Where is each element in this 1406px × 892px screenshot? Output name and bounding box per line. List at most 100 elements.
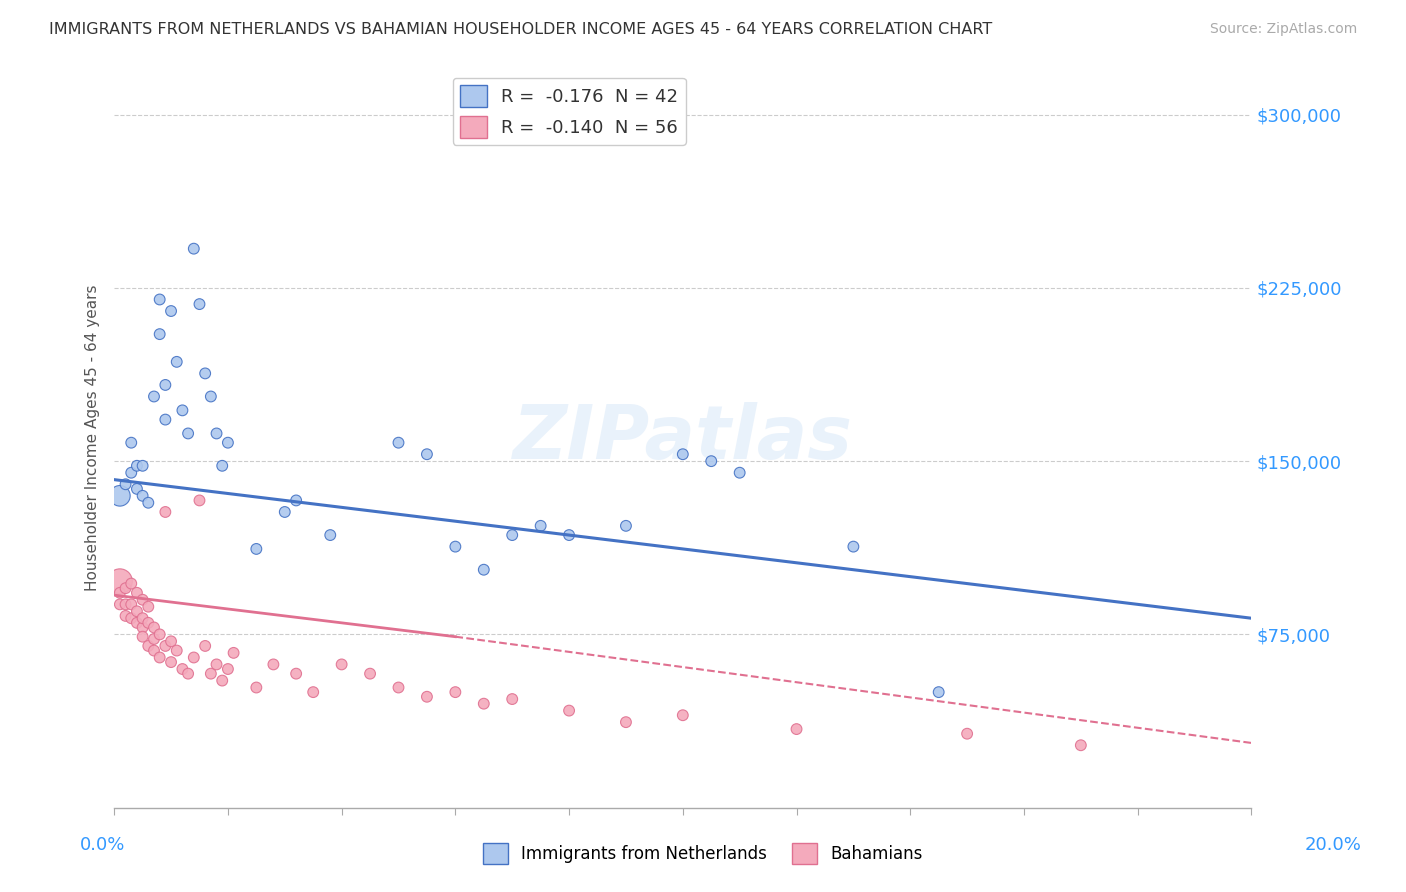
Point [211,458,233,473]
Point [217,435,239,450]
Point [211,673,233,688]
Point [143,632,166,646]
Point [125,615,148,630]
Point [359,666,381,681]
Point [928,685,950,699]
Text: ZIPatlas: ZIPatlas [513,401,853,475]
Point [125,604,148,618]
Point [177,666,200,681]
Point [472,563,495,577]
Point [131,620,153,634]
Point [131,630,153,644]
Legend: R =  -0.176  N = 42, R =  -0.140  N = 56: R = -0.176 N = 42, R = -0.140 N = 56 [453,78,686,145]
Point [131,611,153,625]
Text: 0.0%: 0.0% [80,836,125,854]
Point [136,496,159,510]
Point [114,598,136,612]
Point [444,540,467,554]
Point [155,505,177,519]
Point [614,715,637,730]
Legend: Immigrants from Netherlands, Bahamians: Immigrants from Netherlands, Bahamians [477,837,929,871]
Point [114,581,136,595]
Point [131,592,153,607]
Point [155,412,177,426]
Text: Source: ZipAtlas.com: Source: ZipAtlas.com [1209,22,1357,37]
Point [700,454,723,468]
Point [120,466,142,480]
Point [120,435,142,450]
Point [108,586,131,600]
Point [125,586,148,600]
Point [416,690,439,704]
Point [155,378,177,392]
Point [183,650,205,665]
Point [302,685,325,699]
Point [194,639,217,653]
Point [136,639,159,653]
Point [274,505,297,519]
Point [136,599,159,614]
Point [108,574,131,589]
Point [842,540,865,554]
Point [319,528,342,542]
Point [149,627,172,641]
Point [217,662,239,676]
Point [160,634,183,648]
Point [143,620,166,634]
Point [143,389,166,403]
Point [1070,738,1092,752]
Point [728,466,751,480]
Point [120,598,142,612]
Point [160,655,183,669]
Point [172,403,194,417]
Y-axis label: Householder Income Ages 45 - 64 years: Householder Income Ages 45 - 64 years [86,285,100,591]
Point [125,458,148,473]
Point [530,519,553,533]
Point [188,297,211,311]
Point [672,708,695,723]
Point [205,657,228,672]
Point [387,435,409,450]
Point [472,697,495,711]
Point [131,458,153,473]
Point [330,657,353,672]
Point [120,576,142,591]
Point [501,528,523,542]
Point [143,643,166,657]
Point [114,477,136,491]
Point [200,389,222,403]
Point [155,639,177,653]
Point [672,447,695,461]
Point [786,722,808,736]
Point [558,528,581,542]
Text: 20.0%: 20.0% [1305,836,1361,854]
Point [131,489,153,503]
Point [172,662,194,676]
Point [160,304,183,318]
Point [200,666,222,681]
Point [149,293,172,307]
Point [125,482,148,496]
Point [558,704,581,718]
Point [222,646,245,660]
Point [285,493,308,508]
Point [166,643,188,657]
Point [114,608,136,623]
Point [136,615,159,630]
Point [205,426,228,441]
Text: IMMIGRANTS FROM NETHERLANDS VS BAHAMIAN HOUSEHOLDER INCOME AGES 45 - 64 YEARS CO: IMMIGRANTS FROM NETHERLANDS VS BAHAMIAN … [49,22,993,37]
Point [149,327,172,342]
Point [285,666,308,681]
Point [108,598,131,612]
Point [262,657,284,672]
Point [245,541,267,556]
Point [416,447,439,461]
Point [444,685,467,699]
Point [387,681,409,695]
Point [183,242,205,256]
Point [120,611,142,625]
Point [166,355,188,369]
Point [245,681,267,695]
Point [108,489,131,503]
Point [501,692,523,706]
